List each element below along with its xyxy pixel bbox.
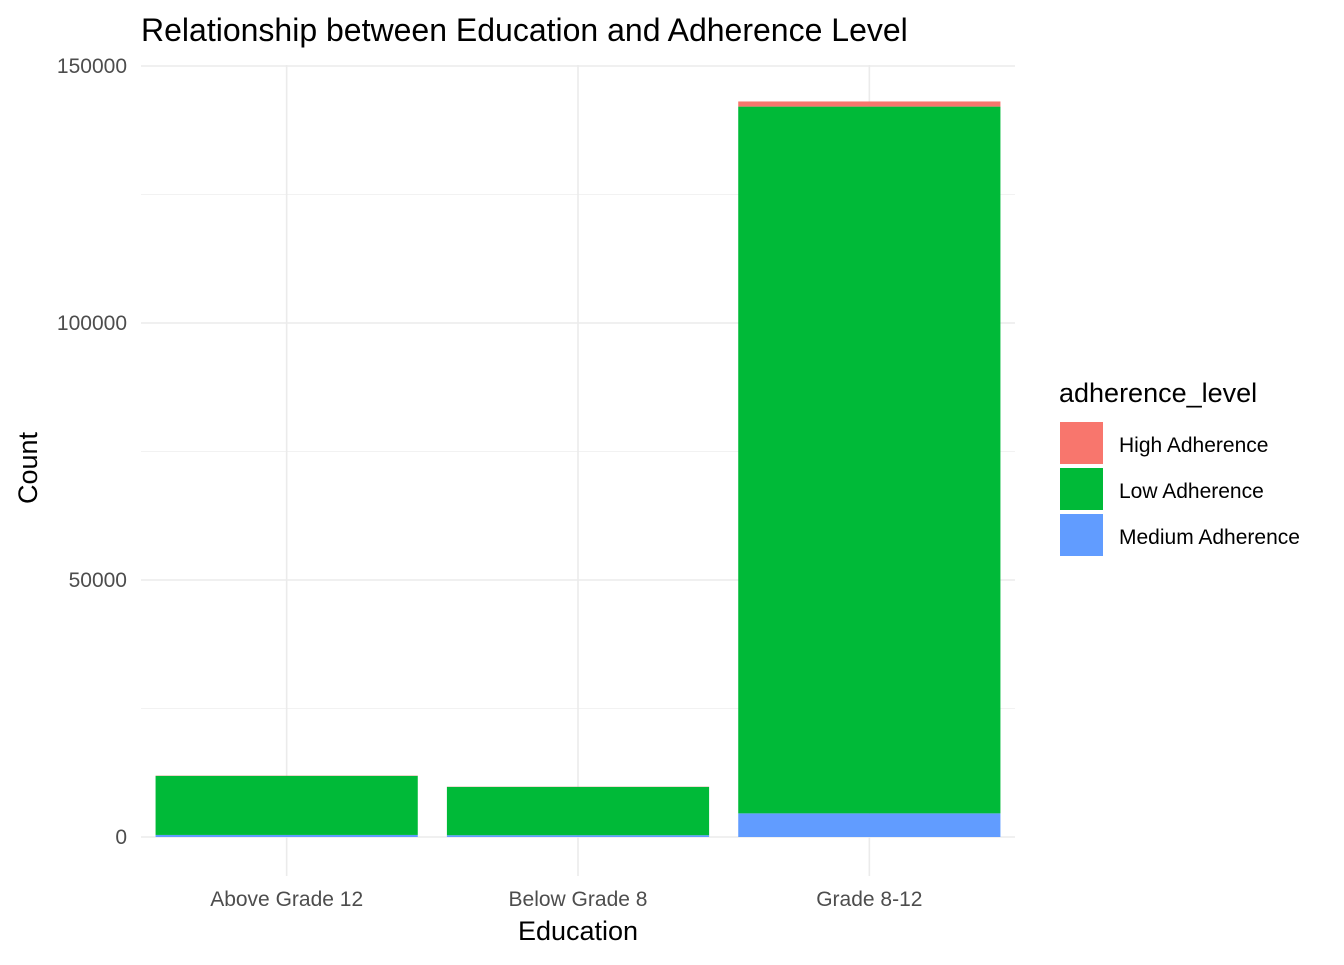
bar-segment-low-adherence: [156, 776, 418, 835]
legend-swatch: [1060, 468, 1103, 510]
bar-segment-medium-adherence: [738, 813, 1000, 837]
y-axis-title: Count: [13, 431, 43, 504]
legend: adherence_level High Adherence Low Adhere…: [1059, 378, 1300, 556]
bar-segment-medium-adherence: [447, 835, 709, 837]
y-tick-label: 100000: [57, 312, 127, 335]
y-tick-label: 0: [115, 826, 127, 849]
legend-label: High Adherence: [1119, 434, 1268, 457]
x-tick-label: Above Grade 12: [210, 888, 363, 911]
legend-swatch: [1060, 514, 1103, 556]
x-tick-label: Grade 8-12: [816, 888, 922, 911]
chart-title: Relationship between Education and Adher…: [141, 12, 908, 48]
bar-segment-medium-adherence: [156, 835, 418, 837]
bar-segment-low-adherence: [738, 107, 1000, 814]
y-tick-label: 50000: [69, 569, 127, 592]
legend-title: adherence_level: [1059, 378, 1257, 408]
bar-segment-high-adherence: [738, 101, 1000, 106]
legend-entries: High Adherence Low Adherence Medium Adhere…: [1060, 422, 1300, 556]
legend-label: Low Adherence: [1119, 480, 1264, 503]
x-axis-title: Education: [518, 916, 638, 946]
bar-segment-low-adherence: [447, 787, 709, 835]
legend-swatch: [1060, 422, 1103, 464]
legend-label: Medium Adherence: [1119, 526, 1300, 549]
y-tick-label: 150000: [57, 55, 127, 78]
x-tick-label: Below Grade 8: [509, 888, 648, 911]
